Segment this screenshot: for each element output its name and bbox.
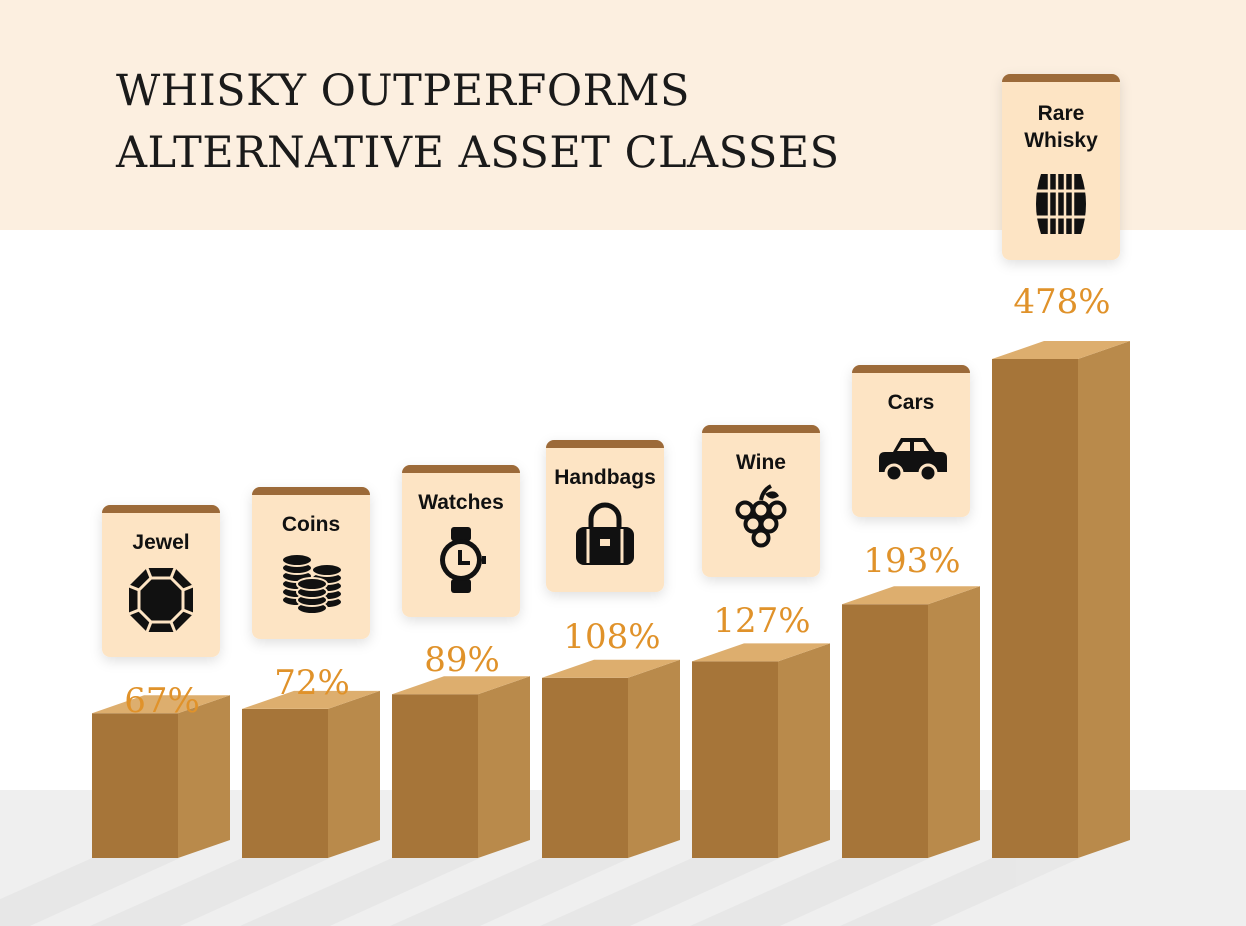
barrel-icon	[1034, 174, 1088, 234]
bar-jewel	[92, 695, 230, 858]
floor-shadows	[0, 858, 1080, 926]
watch-icon	[440, 527, 486, 593]
chart-title-line-2: ALTERNATIVE ASSET CLASSES	[116, 128, 840, 178]
bar-side	[928, 586, 980, 858]
bar-handbags	[542, 659, 680, 858]
card-background	[1002, 74, 1120, 260]
bar-top	[392, 676, 530, 695]
bar-top	[992, 341, 1130, 359]
bar-side	[478, 676, 530, 858]
bar-front	[992, 359, 1078, 858]
value-label-wine: 127%	[713, 601, 810, 641]
bar-top	[692, 643, 830, 662]
card-label-jewel: Jewel	[132, 531, 189, 554]
card-top-strip	[1002, 74, 1120, 82]
handbag-icon	[576, 502, 634, 565]
floor-shadow	[540, 858, 780, 926]
bar-front	[92, 713, 178, 858]
bar-rare-whisky	[992, 341, 1130, 858]
bar-wine	[692, 643, 830, 858]
card-label-coins: Coins	[282, 513, 340, 536]
bar-top	[92, 695, 230, 714]
car-icon	[879, 438, 947, 483]
bar-front	[542, 677, 628, 858]
floor-shadow	[690, 858, 930, 926]
value-label-watches: 89%	[424, 640, 500, 680]
card-label-cars: Cars	[888, 391, 935, 414]
floor-shadow	[0, 858, 180, 926]
card-wine: Wine	[702, 425, 820, 577]
card-top-strip	[102, 505, 220, 513]
bar-side	[778, 643, 830, 858]
bar-side	[178, 695, 230, 858]
bar-top	[242, 690, 380, 709]
bar-side	[328, 690, 380, 858]
card-top-strip	[402, 465, 520, 473]
chart-title: WHISKY OUTPERFORMS ALTERNATIVE ASSET CLA…	[116, 60, 936, 184]
card-cars: Cars	[852, 365, 970, 517]
card-rare-whisky: Rare Whisky	[1002, 74, 1120, 260]
value-label-coins: 72%	[274, 663, 350, 703]
card-top-strip	[252, 487, 370, 495]
bar-front	[242, 708, 328, 858]
value-label-rare-whisky: 478%	[1013, 282, 1110, 322]
card-jewel: Jewel	[102, 505, 220, 657]
value-label-cars: 193%	[863, 541, 960, 581]
card-watches: Watches	[402, 465, 520, 617]
card-label-line: Whisky	[1024, 129, 1098, 152]
card-top-strip	[702, 425, 820, 433]
card-label-watches: Watches	[418, 491, 504, 514]
card-handbags: Handbags	[546, 440, 664, 592]
bar-watches	[392, 676, 530, 858]
value-label-handbags: 108%	[563, 617, 660, 657]
value-label-jewel: 67%	[124, 681, 200, 721]
floor-shadow	[390, 858, 630, 926]
bar-side	[628, 659, 680, 858]
chart-title-line-1: WHISKY OUTPERFORMS	[116, 66, 690, 116]
floor-shadow	[840, 858, 1080, 926]
card-label-line: Rare	[1038, 102, 1085, 125]
card-label-rare-whisky: Rare Whisky	[1024, 102, 1098, 152]
floor-shadow	[90, 858, 330, 926]
jewel-icon	[128, 567, 194, 633]
card-background	[546, 440, 664, 592]
grapes-icon	[735, 484, 787, 548]
bar-side	[1078, 341, 1130, 858]
card-coins: Coins	[252, 487, 370, 639]
bar-top	[542, 659, 680, 678]
bar-coins	[242, 690, 380, 858]
bar-front	[842, 604, 928, 858]
coins-icon	[281, 553, 343, 615]
card-top-strip	[546, 440, 664, 448]
card-label-handbags: Handbags	[554, 466, 656, 489]
bar-front	[392, 694, 478, 858]
bar-cars	[842, 586, 980, 858]
bar-front	[692, 661, 778, 858]
card-label-wine: Wine	[736, 451, 786, 474]
card-top-strip	[852, 365, 970, 373]
bar-top	[842, 586, 980, 605]
floor-shadow	[240, 858, 480, 926]
